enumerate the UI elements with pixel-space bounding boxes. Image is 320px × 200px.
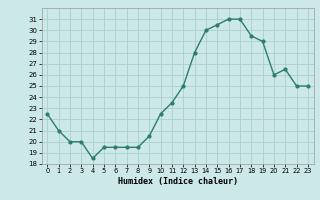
X-axis label: Humidex (Indice chaleur): Humidex (Indice chaleur) xyxy=(118,177,237,186)
